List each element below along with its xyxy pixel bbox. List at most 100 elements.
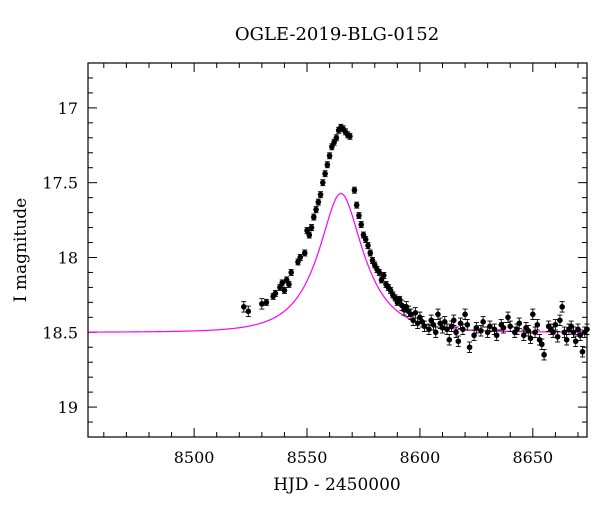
- data-point: [484, 329, 491, 336]
- data-point: [322, 170, 328, 177]
- data-point: [550, 329, 556, 336]
- data-point: [263, 299, 270, 306]
- data-point: [421, 323, 428, 330]
- data-point: [410, 317, 416, 324]
- plot-frame: [87, 62, 588, 438]
- data-point: [457, 320, 464, 327]
- y-tick-label: 18: [58, 248, 78, 267]
- data-point: [439, 324, 446, 331]
- data-point: [572, 338, 579, 345]
- data-point: [478, 327, 484, 334]
- data-point: [324, 161, 331, 168]
- data-point: [272, 290, 279, 297]
- data-point: [462, 311, 468, 318]
- data-point: [534, 322, 541, 328]
- data-point: [532, 329, 538, 336]
- data-point: [306, 232, 313, 238]
- data-point: [491, 326, 498, 333]
- y-tick-label: 17: [58, 99, 78, 118]
- data-point: [430, 322, 437, 328]
- data-point: [279, 280, 285, 286]
- data-point: [480, 319, 486, 325]
- data-point: [520, 332, 527, 339]
- data-point: [487, 323, 493, 330]
- data-point: [351, 187, 358, 193]
- data-point: [301, 250, 308, 256]
- data-point: [450, 317, 457, 324]
- data-point: [577, 332, 584, 339]
- data-point: [432, 329, 439, 336]
- axes-ticks: [88, 62, 587, 438]
- data-point: [326, 152, 333, 159]
- data-points-layer: [240, 123, 590, 361]
- data-point: [541, 351, 547, 358]
- x-tick-label: 8600: [400, 448, 441, 467]
- data-point: [464, 322, 471, 328]
- data-point: [527, 335, 534, 342]
- data-point: [367, 250, 374, 256]
- data-point: [557, 317, 563, 324]
- data-point: [320, 179, 326, 186]
- x-tick-label: 8550: [287, 448, 328, 467]
- y-axis-label: I magnitude: [11, 198, 31, 302]
- data-point: [259, 301, 265, 307]
- data-point: [245, 308, 252, 315]
- data-point: [414, 320, 421, 327]
- data-point: [500, 324, 507, 331]
- data-point: [353, 202, 360, 208]
- data-point: [441, 319, 448, 325]
- data-point: [570, 329, 577, 336]
- x-axis-label: HJD - 2450000: [273, 475, 401, 495]
- data-point: [315, 199, 322, 205]
- data-point: [310, 214, 317, 220]
- data-point: [539, 341, 545, 348]
- model-curve-layer: [88, 192, 587, 333]
- data-point: [561, 329, 568, 336]
- model-curve: [88, 192, 587, 333]
- data-point: [473, 324, 480, 331]
- data-point: [365, 242, 371, 249]
- data-point: [428, 317, 435, 324]
- data-point: [563, 336, 570, 343]
- data-point: [471, 332, 477, 339]
- data-point: [419, 319, 425, 325]
- data-point: [313, 206, 319, 213]
- data-point: [444, 326, 450, 333]
- x-tick-label: 8650: [512, 448, 553, 467]
- data-point: [525, 327, 532, 334]
- data-point: [453, 329, 459, 336]
- y-tick-label: 18.5: [42, 323, 78, 342]
- data-point: [448, 323, 455, 330]
- data-point: [396, 296, 403, 303]
- data-point: [530, 311, 536, 318]
- data-point: [507, 323, 514, 330]
- y-tick-label: 17.5: [42, 174, 78, 193]
- data-point: [437, 320, 444, 327]
- data-point: [240, 304, 247, 310]
- x-tick-label: 8500: [174, 448, 215, 467]
- chart-title: OGLE-2019-BLG-0152: [235, 24, 439, 45]
- data-point: [286, 281, 292, 288]
- data-point: [412, 310, 419, 316]
- data-point: [347, 133, 353, 140]
- data-point: [568, 323, 574, 330]
- data-point: [317, 191, 324, 198]
- data-point: [288, 269, 295, 276]
- data-point: [460, 326, 466, 333]
- data-point: [505, 314, 511, 321]
- data-point: [554, 333, 561, 340]
- data-point: [403, 304, 410, 310]
- y-tick-label: 19: [58, 398, 78, 417]
- data-point: [399, 302, 405, 309]
- data-point: [435, 311, 441, 318]
- data-point: [559, 304, 565, 310]
- data-point: [380, 272, 387, 279]
- data-point: [308, 224, 315, 231]
- data-point: [426, 326, 432, 333]
- data-point: [516, 320, 523, 327]
- data-point: [579, 348, 586, 355]
- data-point: [362, 236, 369, 243]
- data-point: [297, 254, 304, 261]
- data-point: [514, 326, 520, 333]
